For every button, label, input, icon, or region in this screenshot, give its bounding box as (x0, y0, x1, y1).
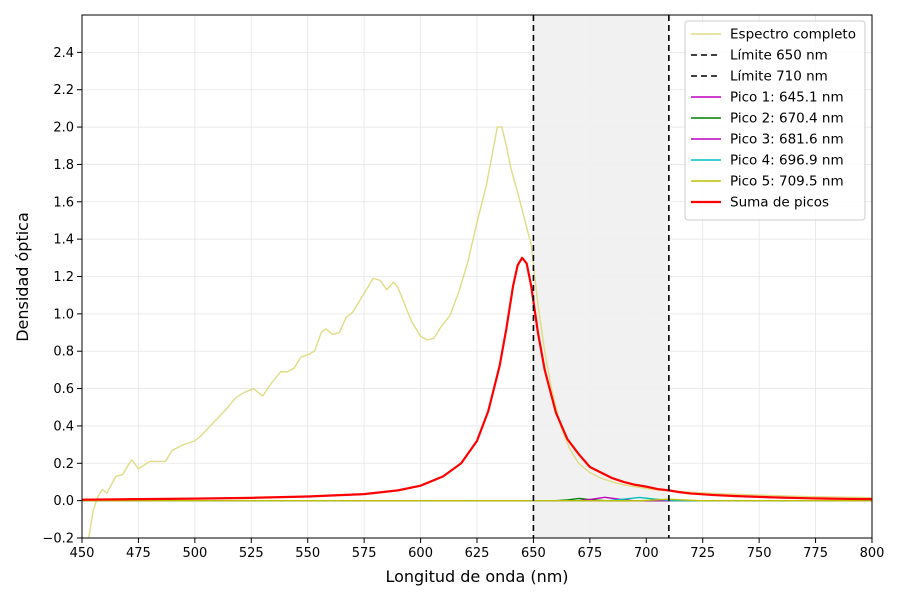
series-group (82, 126, 872, 538)
x-tick-label: 500 (182, 546, 207, 561)
y-tick-label: 0.8 (53, 345, 74, 360)
x-tick-label: 600 (408, 546, 433, 561)
y-tick-label: 1.0 (53, 307, 74, 322)
x-tick-label: 775 (803, 546, 828, 561)
x-tick-label: 550 (295, 546, 320, 561)
y-tick-label: 1.2 (53, 270, 74, 285)
legend-label: Límite 650 nm (730, 48, 828, 64)
x-tick-label: 700 (634, 546, 659, 561)
legend-label: Pico 3: 681.6 nm (730, 132, 844, 148)
x-tick-label: 575 (352, 546, 377, 561)
legend-label: Límite 710 nm (730, 69, 828, 85)
x-tick-label: 650 (521, 546, 546, 561)
x-tick-label: 450 (70, 546, 95, 561)
y-tick-label: 0.0 (53, 494, 74, 509)
y-tick-label: 1.8 (53, 158, 74, 173)
series-line-1 (88, 126, 872, 538)
y-tick-label: 0.6 (53, 382, 74, 397)
y-axis-title: Densidad óptica (13, 212, 32, 342)
shaded-region (533, 15, 669, 538)
series-line-7 (82, 256, 872, 501)
legend: Espectro completo Límite 650 nm Límite 710… (684, 20, 866, 221)
y-tick-label: 0.2 (53, 457, 74, 472)
legend-label: Pico 2: 670.4 nm (730, 111, 844, 127)
x-tick-label: 475 (126, 546, 151, 561)
y-tick-label: −0.2 (42, 532, 74, 547)
y-tick-label: 2.2 (53, 83, 74, 98)
legend-label: Pico 1: 645.1 nm (730, 90, 844, 106)
legend-label: Pico 4: 696.9 nm (730, 153, 844, 169)
y-tick-label: 1.4 (53, 233, 74, 248)
x-tick-label: 800 (860, 546, 885, 561)
x-tick-label: 625 (465, 546, 490, 561)
x-tick-label: 725 (690, 546, 715, 561)
x-tick-label: 675 (577, 546, 602, 561)
y-tick-label: 0.4 (53, 419, 74, 434)
legend-label: Espectro completo (730, 27, 856, 43)
y-tick-label: 2.0 (53, 121, 74, 136)
series-line-6 (82, 498, 872, 502)
y-tick-label: 1.6 (53, 195, 74, 210)
y-tick-label: 2.4 (53, 46, 74, 61)
plot-area: 450 475 500 525 550 575 600 625 650 675 700 725 750 7… (42, 14, 885, 561)
x-tick-label: 525 (239, 546, 264, 561)
legend-label: Pico 5: 709.5 nm (730, 174, 844, 190)
x-tick-label: 750 (747, 546, 772, 561)
legend-box (684, 20, 866, 221)
legend-label: Suma de picos (730, 195, 829, 211)
x-axis-title: Longitud de onda (nm) (385, 567, 568, 586)
